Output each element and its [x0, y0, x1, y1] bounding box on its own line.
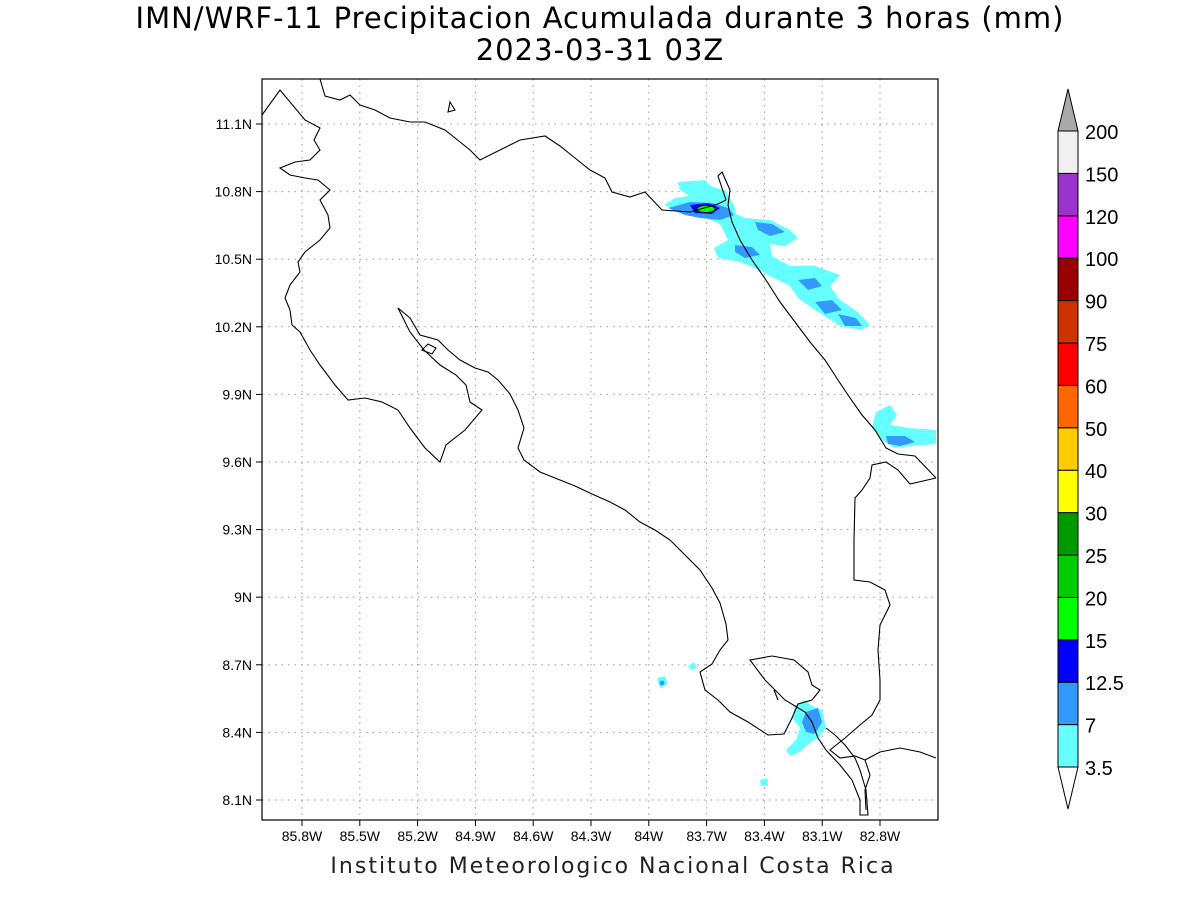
lat-tick-label: 9.6N — [222, 454, 252, 470]
colorbar-swatch — [1057, 427, 1079, 471]
precip-area-medium — [798, 278, 822, 290]
lat-tick-label: 8.1N — [222, 792, 252, 808]
colorbar-label: 12.5 — [1085, 673, 1124, 695]
lon-tick-label: 83.4W — [744, 828, 785, 844]
lon-tick-label: 85.8W — [282, 828, 323, 844]
colorbar-swatch — [1057, 724, 1079, 768]
lon-tick-label: 83.1W — [802, 828, 843, 844]
precip-area-medium — [838, 314, 862, 326]
precip-area-medium — [755, 222, 785, 236]
colorbar-label: 120 — [1085, 207, 1118, 229]
precip-area-medium — [886, 436, 915, 446]
precip-core — [696, 205, 716, 213]
lon-tick-label: 84.9W — [455, 828, 496, 844]
colorbar-swatch — [1057, 639, 1079, 683]
map-gridlines — [262, 79, 938, 820]
lat-tick-label: 9.3N — [222, 522, 252, 538]
colorbar-label: 25 — [1085, 546, 1107, 568]
map-frame — [261, 78, 939, 821]
precip-area-medium — [815, 300, 842, 314]
chart-subtitle: 2023-03-31 03Z — [475, 33, 725, 67]
lat-tick-label: 9N — [234, 589, 252, 605]
panama-coast — [864, 747, 937, 761]
colorbar-label: 30 — [1085, 504, 1107, 526]
nicaragua-costa-rica-border — [319, 78, 727, 213]
colorbar-over-triangle — [1057, 88, 1079, 132]
colorbar-swatch — [1057, 554, 1079, 598]
colorbar-swatch — [1057, 512, 1079, 556]
island-coast — [447, 100, 456, 113]
colorbar-label: 150 — [1085, 164, 1118, 186]
colorbar-swatch — [1057, 681, 1079, 726]
lon-tick-label: 85.5W — [340, 828, 381, 844]
colorbar-label: 100 — [1085, 249, 1118, 271]
colorbar-swatch — [1057, 384, 1079, 429]
caribbean-coast — [717, 171, 937, 479]
colorbar-under-triangle — [1057, 766, 1079, 810]
lat-tick-label: 10.8N — [215, 184, 252, 200]
lon-tick-label: 84W — [634, 828, 664, 844]
lon-tick-label: 83.7W — [686, 828, 727, 844]
colorbar-swatch — [1057, 130, 1079, 174]
nicoya-gulf-shore — [397, 307, 869, 816]
lat-tick-label: 9.9N — [222, 386, 252, 402]
colorbar-label: 3.5 — [1085, 758, 1113, 780]
lat-tick-label: 8.7N — [222, 657, 252, 673]
colorbar-label: 20 — [1085, 588, 1107, 610]
lon-tick-label: 84.6W — [513, 828, 554, 844]
chart-title: IMN/WRF-11 Precipitacion Acumulada duran… — [135, 1, 1065, 35]
coastlines — [261, 78, 937, 816]
lat-tick-label: 11.1N — [216, 116, 252, 132]
map-background — [262, 79, 938, 820]
colorbar-swatch — [1057, 300, 1079, 344]
colorbar-label: 200 — [1085, 122, 1118, 144]
lon-tick-label: 84.3W — [571, 828, 612, 844]
precip-area-light — [688, 662, 697, 670]
colorbar-label: 40 — [1085, 461, 1107, 483]
lat-tick-label: 10.2N — [215, 319, 252, 335]
chira-island — [421, 343, 437, 355]
lake-nicaragua-shore — [261, 89, 483, 463]
panama-border — [829, 461, 937, 811]
colorbar: 3.5 7 12.5 15 20 25 30 40 50 60 75 90 100 120 150 200 — [1057, 88, 1124, 810]
colorbar-label: 50 — [1085, 419, 1107, 441]
colorbar-swatch — [1057, 342, 1079, 386]
precip-area-medium — [659, 680, 665, 686]
colorbar-label: 15 — [1085, 631, 1107, 653]
colorbar-label: 60 — [1085, 376, 1107, 398]
colorbar-swatch — [1057, 469, 1079, 514]
colorbar-swatch — [1057, 172, 1079, 217]
osa-peninsula-shore — [773, 689, 779, 701]
colorbar-swatch — [1057, 215, 1079, 259]
axis-labels: 85.8W 85.5W 85.2W 84.9W 84.6W 84.3W 84W 83.7W 83… — [215, 116, 901, 844]
lon-tick-label: 85.2W — [397, 828, 438, 844]
lon-tick-label: 82.8W — [860, 828, 901, 844]
colorbar-label: 7 — [1085, 716, 1096, 738]
colorbar-swatch — [1057, 596, 1079, 641]
footer-credit: Instituto Meteorologico Nacional Costa R… — [330, 854, 896, 879]
colorbar-label: 90 — [1085, 292, 1107, 314]
lat-tick-label: 8.4N — [222, 724, 252, 740]
precip-area-light — [760, 778, 768, 786]
lat-tick-label: 10.5N — [215, 251, 252, 267]
colorbar-label: 75 — [1085, 334, 1107, 356]
colorbar-swatch — [1057, 257, 1079, 302]
precipitation-fields — [657, 180, 936, 786]
